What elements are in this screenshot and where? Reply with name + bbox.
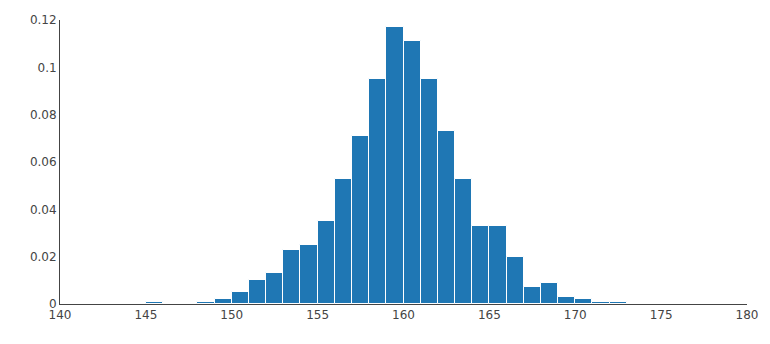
- svg-text:140: 140: [49, 308, 72, 322]
- svg-text:155: 155: [306, 308, 329, 322]
- svg-text:180: 180: [736, 308, 759, 322]
- svg-text:0.06: 0.06: [30, 155, 57, 169]
- svg-text:0.12: 0.12: [30, 13, 57, 27]
- svg-text:145: 145: [134, 308, 157, 322]
- svg-text:170: 170: [564, 308, 587, 322]
- svg-text:0.04: 0.04: [30, 203, 57, 217]
- svg-text:0.08: 0.08: [30, 108, 57, 122]
- svg-text:150: 150: [220, 308, 243, 322]
- svg-text:175: 175: [650, 308, 673, 322]
- svg-text:0: 0: [49, 297, 57, 311]
- svg-text:0.02: 0.02: [30, 250, 57, 264]
- svg-text:0.1: 0.1: [38, 61, 57, 75]
- svg-text:165: 165: [478, 308, 501, 322]
- svg-text:160: 160: [392, 308, 415, 322]
